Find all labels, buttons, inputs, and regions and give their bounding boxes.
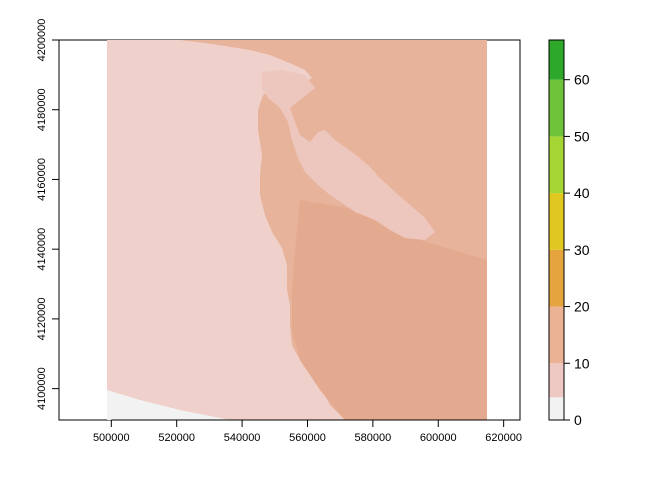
legend-frame [548,39,565,421]
legend-tick-label: 10 [574,355,590,371]
legend-color-swatch [549,136,564,194]
raster-bay [262,70,435,240]
legend-color-swatch [549,193,564,250]
x-tick-label: 600000 [420,432,457,444]
y-tick-label: 4160000 [36,158,48,201]
x-tick-label: 580000 [355,432,392,444]
legend-color-swatch [549,363,564,398]
raster-image [107,40,487,420]
legend-color-swatch [549,249,564,307]
color-legend: 0 10 20 30 40 50 60 [548,39,590,428]
legend-color-swatch [549,79,564,137]
x-tick-label: 560000 [289,432,326,444]
x-tick-label: 520000 [158,432,195,444]
legend-tick-label: 0 [574,412,582,428]
legend-tick-label: 60 [574,72,590,88]
y-tick-label: 4100000 [36,367,48,410]
y-tick-label: 4180000 [36,88,48,131]
y-tick-label: 4200000 [36,19,48,62]
y-tick-label: 4120000 [36,297,48,340]
x-tick-label: 620000 [485,432,522,444]
legend-ticks: 0 10 20 30 40 50 60 [564,72,590,428]
legend-color-swatch [549,397,564,420]
legend-color-swatch [549,40,564,80]
raster-land-interior [292,200,487,420]
legend-tick-label: 50 [574,128,590,144]
y-tick-label: 4140000 [36,228,48,271]
x-tick-label: 500000 [93,432,130,444]
legend-color-bar [549,40,564,420]
legend-tick-label: 40 [574,185,590,201]
legend-color-swatch [549,306,564,364]
x-tick-label: 540000 [224,432,261,444]
y-axis: 4100000 4120000 4140000 4160000 4180000 42000… [36,19,60,410]
legend-tick-label: 30 [574,242,590,258]
raster-nodata-corner [107,390,230,420]
legend-tick-label: 20 [574,299,590,315]
x-axis: 500000 520000 540000 560000 580000 600000 6200… [93,419,522,444]
